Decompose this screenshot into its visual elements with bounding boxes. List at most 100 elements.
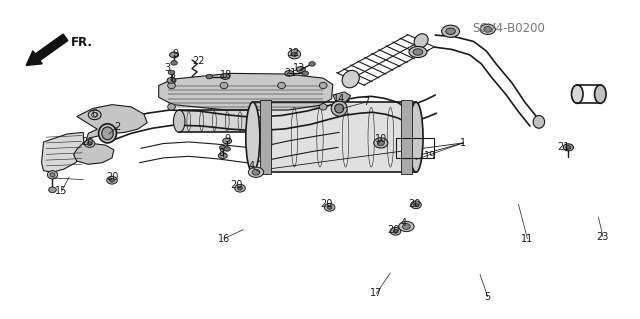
Text: 13: 13: [293, 63, 306, 73]
Ellipse shape: [288, 50, 301, 59]
Ellipse shape: [390, 227, 401, 235]
Ellipse shape: [170, 52, 179, 58]
Text: 22: 22: [192, 56, 205, 66]
Ellipse shape: [252, 169, 260, 175]
Text: FR.: FR.: [70, 36, 92, 48]
Ellipse shape: [109, 178, 115, 182]
Ellipse shape: [409, 102, 423, 172]
Text: 17: 17: [370, 288, 383, 299]
Ellipse shape: [335, 104, 344, 113]
Ellipse shape: [246, 102, 260, 172]
Ellipse shape: [309, 62, 316, 66]
Ellipse shape: [302, 71, 308, 76]
Ellipse shape: [319, 82, 327, 89]
Ellipse shape: [374, 138, 388, 148]
Ellipse shape: [47, 171, 58, 179]
Ellipse shape: [248, 167, 264, 177]
Ellipse shape: [533, 115, 545, 128]
Text: 20: 20: [106, 172, 119, 182]
Ellipse shape: [413, 49, 423, 55]
Ellipse shape: [484, 26, 492, 32]
Text: 3: 3: [164, 63, 171, 73]
Ellipse shape: [285, 70, 294, 76]
Polygon shape: [401, 100, 412, 174]
Ellipse shape: [224, 147, 230, 151]
Ellipse shape: [563, 144, 573, 151]
Polygon shape: [260, 100, 271, 174]
Ellipse shape: [221, 74, 230, 79]
Ellipse shape: [413, 203, 419, 207]
Text: 1: 1: [460, 138, 467, 148]
Ellipse shape: [378, 140, 384, 146]
Text: 10: 10: [375, 134, 388, 144]
Ellipse shape: [332, 101, 348, 116]
Ellipse shape: [319, 104, 327, 110]
Text: 15: 15: [55, 186, 68, 197]
Ellipse shape: [247, 110, 259, 132]
Ellipse shape: [206, 74, 212, 79]
Text: 8: 8: [170, 74, 176, 84]
Text: 19: 19: [424, 151, 436, 161]
Text: 5: 5: [484, 292, 491, 302]
Ellipse shape: [87, 142, 92, 145]
Text: 9: 9: [172, 48, 179, 59]
Ellipse shape: [218, 153, 227, 159]
Text: 12: 12: [288, 48, 301, 58]
Text: 8: 8: [218, 148, 225, 158]
Ellipse shape: [102, 127, 113, 140]
Ellipse shape: [480, 24, 495, 34]
FancyArrow shape: [26, 34, 68, 65]
Ellipse shape: [220, 145, 226, 150]
Ellipse shape: [393, 229, 398, 233]
Ellipse shape: [173, 110, 185, 132]
Text: 4: 4: [248, 161, 255, 171]
Ellipse shape: [442, 25, 460, 37]
Text: 11: 11: [521, 234, 534, 244]
Text: 20: 20: [408, 198, 421, 209]
Ellipse shape: [168, 82, 175, 89]
Text: 20: 20: [81, 137, 93, 147]
Ellipse shape: [566, 145, 571, 149]
Ellipse shape: [445, 28, 456, 34]
Ellipse shape: [235, 184, 245, 192]
Polygon shape: [159, 73, 333, 110]
Ellipse shape: [342, 70, 359, 88]
Text: 9: 9: [225, 134, 231, 144]
Ellipse shape: [99, 124, 116, 143]
Text: 2: 2: [114, 122, 120, 132]
Ellipse shape: [414, 34, 428, 48]
Ellipse shape: [168, 104, 175, 110]
Ellipse shape: [296, 67, 305, 72]
Ellipse shape: [399, 221, 414, 232]
Polygon shape: [333, 92, 351, 102]
Text: 20: 20: [320, 199, 333, 209]
Text: 6: 6: [92, 109, 98, 119]
Ellipse shape: [84, 140, 95, 147]
Text: 4: 4: [400, 218, 406, 228]
Ellipse shape: [411, 201, 421, 209]
Text: 16: 16: [218, 234, 230, 244]
Text: SCV4-B0200: SCV4-B0200: [472, 22, 545, 34]
Text: 20: 20: [387, 225, 400, 235]
Ellipse shape: [409, 47, 427, 57]
Ellipse shape: [171, 61, 177, 65]
Ellipse shape: [278, 82, 285, 89]
Polygon shape: [42, 132, 84, 172]
Text: 21: 21: [557, 142, 570, 152]
Polygon shape: [74, 105, 147, 164]
Ellipse shape: [49, 187, 56, 193]
Ellipse shape: [50, 173, 55, 177]
Text: 7: 7: [363, 97, 369, 107]
Ellipse shape: [168, 70, 175, 75]
Text: 14: 14: [333, 94, 346, 104]
Ellipse shape: [572, 85, 583, 103]
Ellipse shape: [167, 78, 176, 83]
Ellipse shape: [237, 186, 243, 190]
Text: 23: 23: [596, 232, 609, 242]
Ellipse shape: [107, 176, 117, 184]
Text: 18: 18: [220, 70, 233, 80]
Ellipse shape: [220, 82, 228, 89]
Ellipse shape: [324, 204, 335, 211]
Ellipse shape: [595, 85, 606, 103]
Text: 21: 21: [284, 68, 297, 78]
